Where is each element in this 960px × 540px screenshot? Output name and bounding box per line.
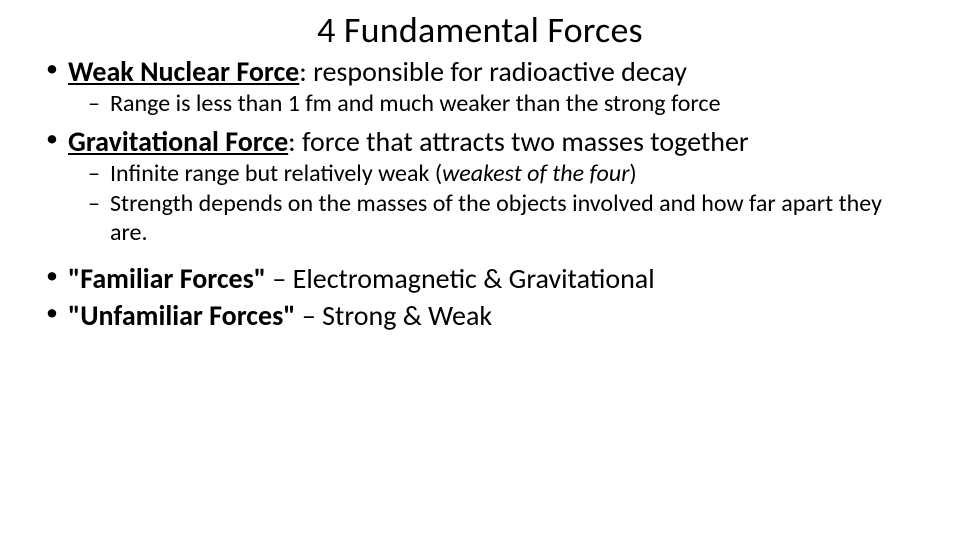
sub-grav-range: Infinite range but relatively weak (weak…	[88, 159, 920, 188]
sub-weak-range: Range is less than 1 fm and much weaker …	[88, 89, 920, 118]
slide: 4 Fundamental Forces Weak Nuclear Force:…	[0, 0, 960, 540]
sub-grav-range-em: weakest of the four	[442, 159, 629, 188]
sublist-weak: Range is less than 1 fm and much weaker …	[68, 89, 920, 118]
desc-gravitational: force that attracts two masses together	[302, 124, 749, 159]
unfamiliar-bold: "Unfamiliar Forces"	[68, 298, 296, 333]
sub-grav-range-post: )	[629, 159, 636, 188]
term-weak-nuclear: Weak Nuclear Force	[68, 54, 299, 89]
slide-title: 4 Fundamental Forces	[40, 8, 920, 52]
term-gravitational: Gravitational Force	[68, 124, 288, 159]
sub-grav-strength: Strength depends on the masses of the ob…	[88, 189, 920, 248]
bullet-familiar: "Familiar Forces" – Electromagnetic & Gr…	[40, 261, 920, 296]
sub-grav-range-pre: Infinite range but relatively weak (	[110, 159, 442, 188]
familiar-rest: – Electromagnetic & Gravitational	[266, 261, 655, 296]
bullet-gravitational: Gravitational Force: force that attracts…	[40, 124, 920, 247]
familiar-bold: "Familiar Forces"	[68, 261, 266, 296]
bullet-list: Weak Nuclear Force: responsible for radi…	[40, 54, 920, 333]
desc-weak-nuclear: responsible for radioactive decay	[313, 54, 687, 89]
unfamiliar-rest: – Strong & Weak	[296, 298, 493, 333]
sublist-grav: Infinite range but relatively weak (weak…	[68, 159, 920, 247]
bullet-weak-nuclear: Weak Nuclear Force: responsible for radi…	[40, 54, 920, 118]
spacer	[40, 253, 920, 259]
bullet-unfamiliar: "Unfamiliar Forces" – Strong & Weak	[40, 298, 920, 333]
sep: :	[288, 124, 302, 159]
sep: :	[299, 54, 313, 89]
